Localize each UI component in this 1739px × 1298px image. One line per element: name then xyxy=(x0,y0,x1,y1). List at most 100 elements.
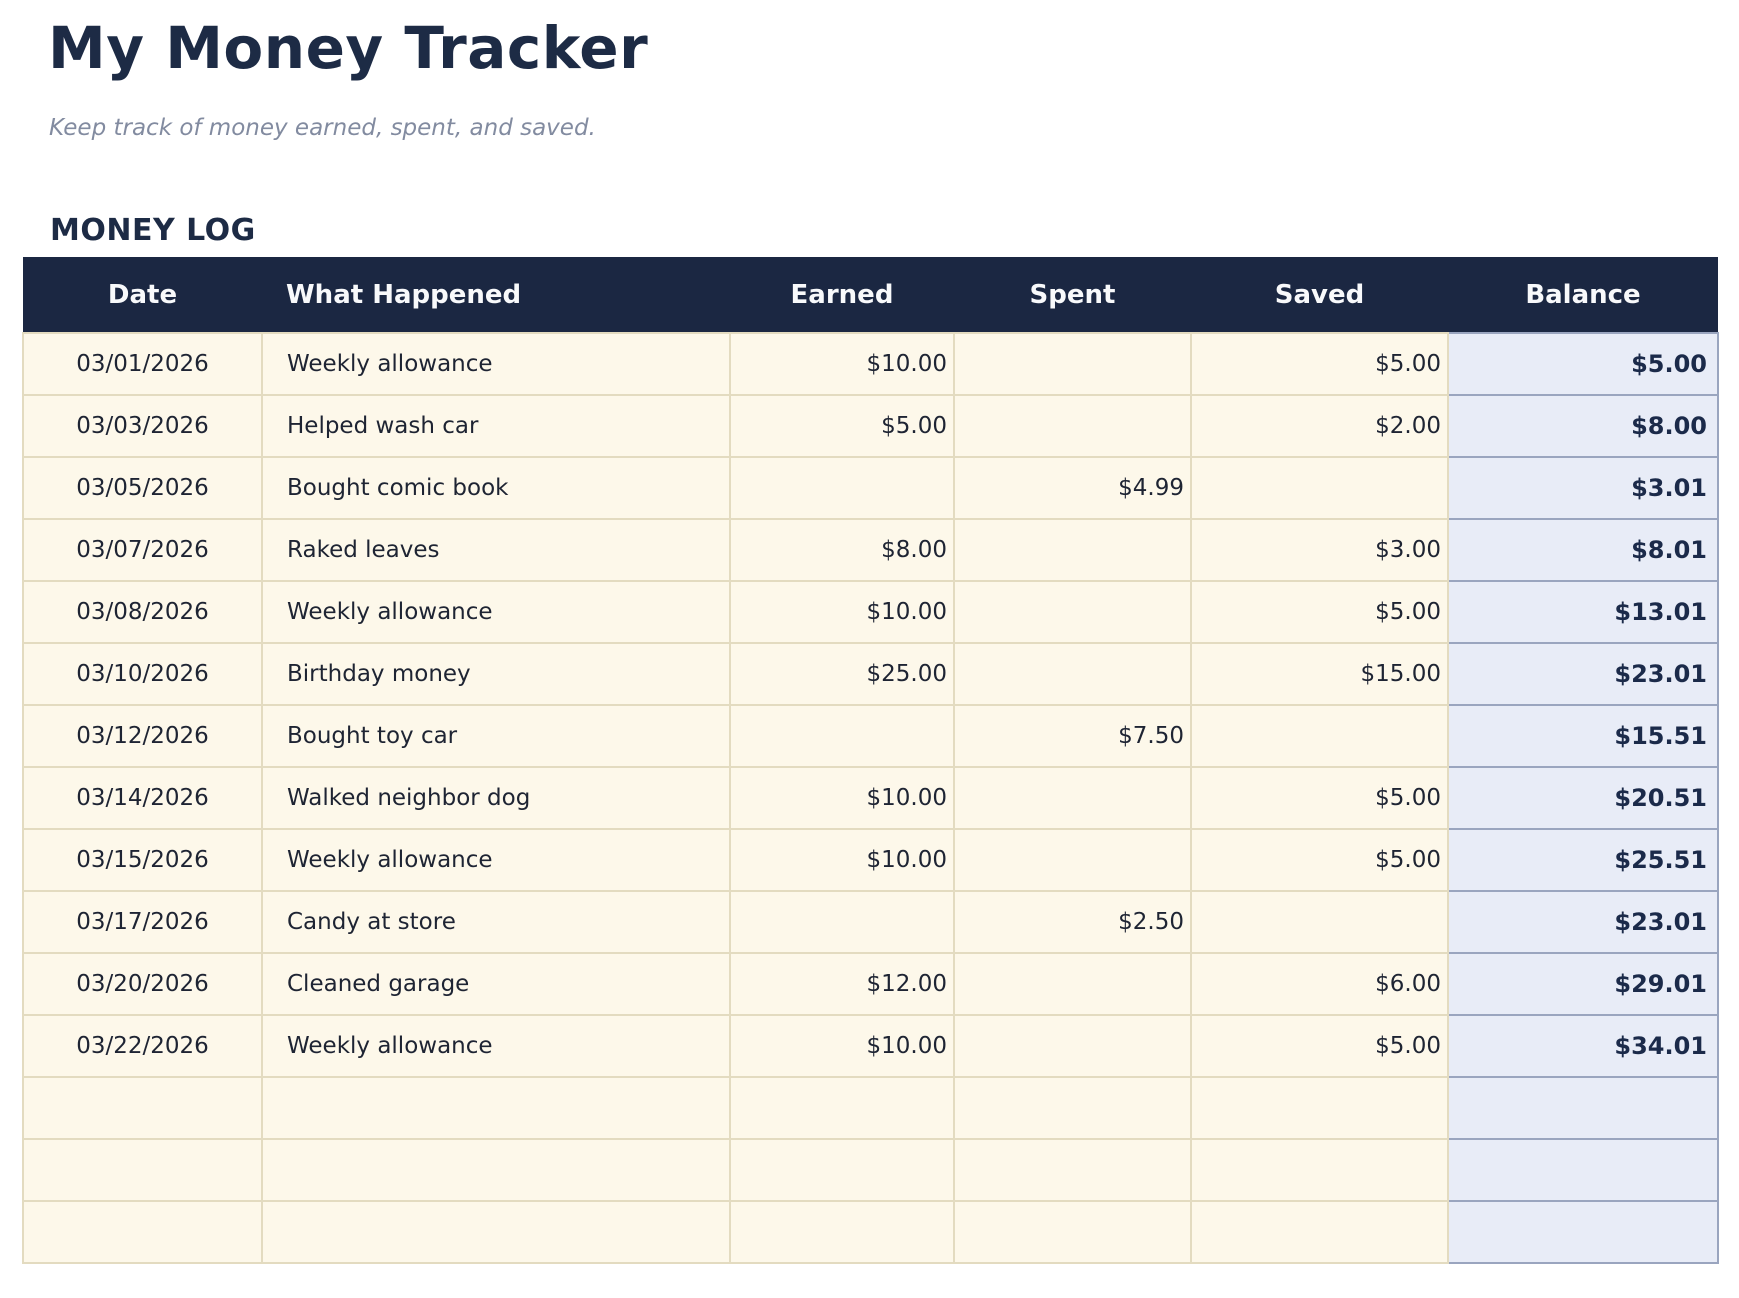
cell-saved[interactable]: $2.00 xyxy=(1190,394,1449,459)
cell-earned[interactable] xyxy=(729,890,955,955)
cell-description[interactable]: Weekly allowance xyxy=(261,828,731,893)
cell-spent[interactable]: $7.50 xyxy=(953,704,1192,769)
cell-earned[interactable] xyxy=(729,704,955,769)
cell-description[interactable]: Weekly allowance xyxy=(261,1014,731,1079)
table-row: 03/12/2026 Bought toy car $7.50 $15.51 xyxy=(22,704,1719,769)
cell-spent[interactable] xyxy=(953,952,1192,1017)
cell-spent[interactable] xyxy=(953,642,1192,707)
cell-saved[interactable]: $15.00 xyxy=(1190,642,1449,707)
cell-spent[interactable] xyxy=(953,828,1192,893)
cell-balance[interactable]: $3.01 xyxy=(1447,456,1719,521)
cell-spent[interactable] xyxy=(953,394,1192,459)
cell-spent[interactable] xyxy=(953,332,1192,397)
cell-balance[interactable]: $25.51 xyxy=(1447,828,1719,893)
cell-date[interactable]: 03/17/2026 xyxy=(22,890,263,955)
cell-description[interactable] xyxy=(261,1200,731,1265)
cell-date[interactable]: 03/05/2026 xyxy=(22,456,263,521)
cell-balance[interactable]: $23.01 xyxy=(1447,890,1719,955)
cell-description[interactable]: Walked neighbor dog xyxy=(261,766,731,831)
cell-description[interactable]: Helped wash car xyxy=(261,394,731,459)
cell-balance[interactable] xyxy=(1447,1200,1719,1265)
cell-date[interactable]: 03/10/2026 xyxy=(22,642,263,707)
cell-spent[interactable] xyxy=(953,1200,1192,1265)
table-row: 03/01/2026 Weekly allowance $10.00 $5.00… xyxy=(22,332,1719,397)
cell-balance[interactable]: $13.01 xyxy=(1447,580,1719,645)
cell-spent[interactable] xyxy=(953,518,1192,583)
cell-date[interactable] xyxy=(22,1138,263,1203)
cell-balance[interactable]: $34.01 xyxy=(1447,1014,1719,1079)
cell-earned[interactable]: $10.00 xyxy=(729,332,955,397)
cell-spent[interactable]: $2.50 xyxy=(953,890,1192,955)
column-header-spent: Spent xyxy=(954,257,1191,334)
cell-saved[interactable]: $5.00 xyxy=(1190,828,1449,893)
cell-saved[interactable] xyxy=(1190,1200,1449,1265)
cell-description[interactable]: Candy at store xyxy=(261,890,731,955)
cell-balance[interactable]: $20.51 xyxy=(1447,766,1719,831)
cell-date[interactable]: 03/12/2026 xyxy=(22,704,263,769)
cell-saved[interactable]: $3.00 xyxy=(1190,518,1449,583)
cell-earned[interactable]: $12.00 xyxy=(729,952,955,1017)
table-row: 03/10/2026 Birthday money $25.00 $15.00 … xyxy=(22,642,1719,707)
cell-balance[interactable] xyxy=(1447,1076,1719,1141)
cell-spent[interactable]: $4.99 xyxy=(953,456,1192,521)
cell-spent[interactable] xyxy=(953,766,1192,831)
cell-balance[interactable]: $8.00 xyxy=(1447,394,1719,459)
cell-date[interactable]: 03/22/2026 xyxy=(22,1014,263,1079)
table-row: 03/05/2026 Bought comic book $4.99 $3.01 xyxy=(22,456,1719,521)
cell-saved[interactable]: $5.00 xyxy=(1190,580,1449,645)
cell-saved[interactable] xyxy=(1190,456,1449,521)
cell-description[interactable]: Cleaned garage xyxy=(261,952,731,1017)
cell-earned[interactable] xyxy=(729,456,955,521)
cell-date[interactable]: 03/08/2026 xyxy=(22,580,263,645)
cell-spent[interactable] xyxy=(953,1014,1192,1079)
cell-description[interactable]: Weekly allowance xyxy=(261,332,731,397)
cell-description[interactable] xyxy=(261,1076,731,1141)
cell-saved[interactable] xyxy=(1190,1076,1449,1141)
cell-date[interactable] xyxy=(22,1200,263,1265)
cell-description[interactable] xyxy=(261,1138,731,1203)
cell-date[interactable]: 03/01/2026 xyxy=(22,332,263,397)
cell-earned[interactable]: $5.00 xyxy=(729,394,955,459)
cell-description[interactable]: Weekly allowance xyxy=(261,580,731,645)
cell-earned[interactable]: $10.00 xyxy=(729,828,955,893)
cell-saved[interactable] xyxy=(1190,1138,1449,1203)
cell-description[interactable]: Bought toy car xyxy=(261,704,731,769)
cell-description[interactable]: Birthday money xyxy=(261,642,731,707)
cell-earned[interactable] xyxy=(729,1200,955,1265)
cell-earned[interactable]: $10.00 xyxy=(729,766,955,831)
cell-balance[interactable]: $29.01 xyxy=(1447,952,1719,1017)
cell-saved[interactable]: $5.00 xyxy=(1190,1014,1449,1079)
cell-earned[interactable] xyxy=(729,1138,955,1203)
cell-date[interactable]: 03/15/2026 xyxy=(22,828,263,893)
cell-earned[interactable]: $8.00 xyxy=(729,518,955,583)
cell-earned[interactable]: $10.00 xyxy=(729,580,955,645)
cell-balance[interactable]: $15.51 xyxy=(1447,704,1719,769)
cell-earned[interactable]: $10.00 xyxy=(729,1014,955,1079)
cell-saved[interactable]: $5.00 xyxy=(1190,766,1449,831)
table-row: 03/20/2026 Cleaned garage $12.00 $6.00 $… xyxy=(22,952,1719,1017)
cell-earned[interactable]: $25.00 xyxy=(729,642,955,707)
table-body: 03/01/2026 Weekly allowance $10.00 $5.00… xyxy=(22,332,1719,1265)
cell-date[interactable]: 03/07/2026 xyxy=(22,518,263,583)
table-row: 03/14/2026 Walked neighbor dog $10.00 $5… xyxy=(22,766,1719,831)
cell-earned[interactable] xyxy=(729,1076,955,1141)
cell-date[interactable]: 03/03/2026 xyxy=(22,394,263,459)
cell-spent[interactable] xyxy=(953,1076,1192,1141)
cell-saved[interactable]: $6.00 xyxy=(1190,952,1449,1017)
cell-spent[interactable] xyxy=(953,1138,1192,1203)
cell-saved[interactable] xyxy=(1190,704,1449,769)
cell-description[interactable]: Raked leaves xyxy=(261,518,731,583)
cell-saved[interactable] xyxy=(1190,890,1449,955)
cell-date[interactable]: 03/20/2026 xyxy=(22,952,263,1017)
cell-balance[interactable]: $8.01 xyxy=(1447,518,1719,583)
cell-spent[interactable] xyxy=(953,580,1192,645)
cell-date[interactable]: 03/14/2026 xyxy=(22,766,263,831)
table-header-row: Date What Happened Earned Spent Saved Ba… xyxy=(23,257,1718,334)
cell-date[interactable] xyxy=(22,1076,263,1141)
cell-balance[interactable]: $23.01 xyxy=(1447,642,1719,707)
cell-description[interactable]: Bought comic book xyxy=(261,456,731,521)
cell-balance[interactable] xyxy=(1447,1138,1719,1203)
table-row: 03/03/2026 Helped wash car $5.00 $2.00 $… xyxy=(22,394,1719,459)
cell-balance[interactable]: $5.00 xyxy=(1447,332,1719,397)
cell-saved[interactable]: $5.00 xyxy=(1190,332,1449,397)
